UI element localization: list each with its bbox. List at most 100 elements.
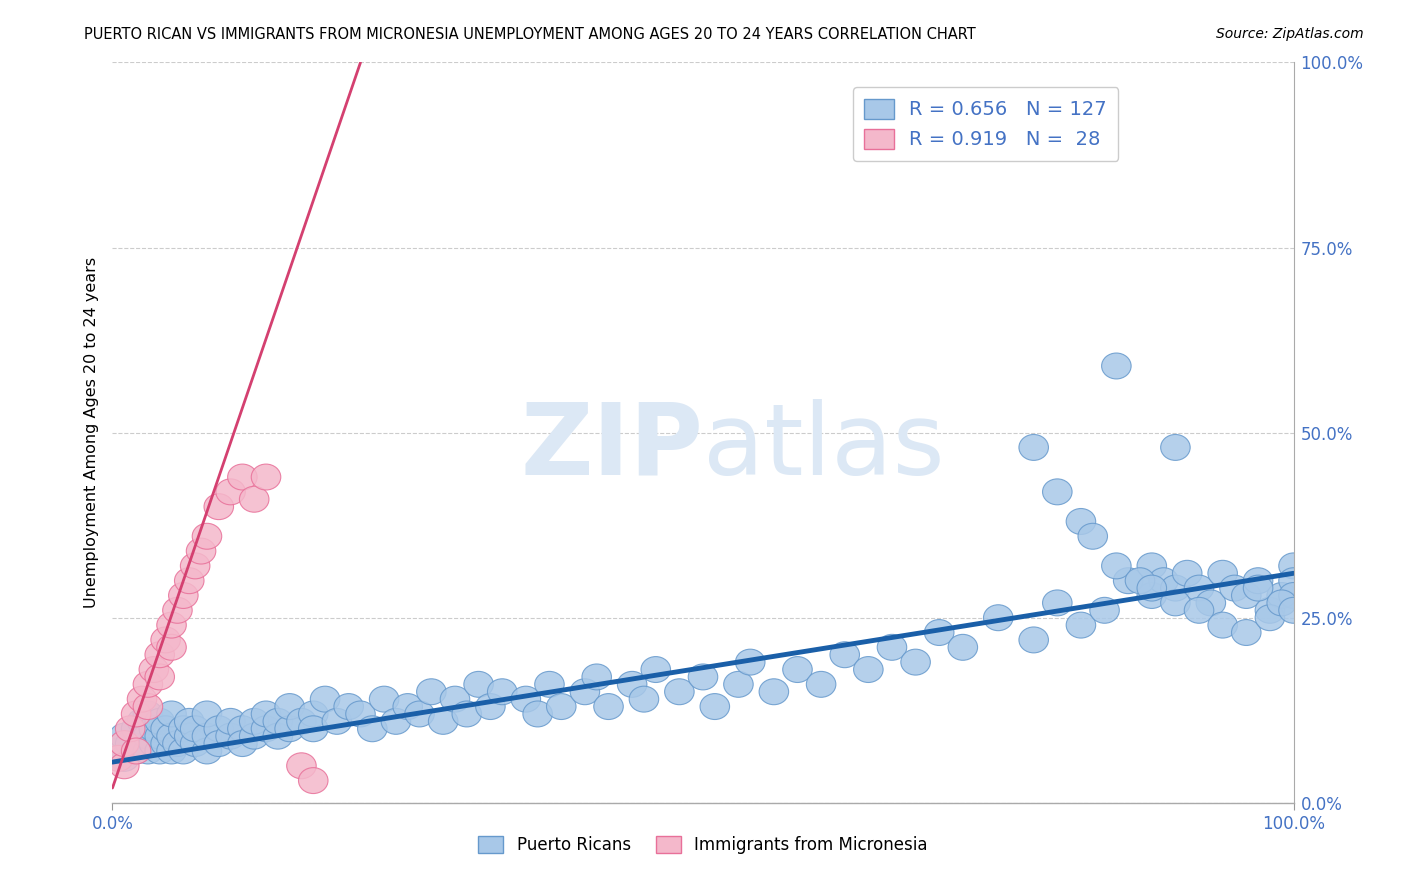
Ellipse shape bbox=[1043, 479, 1071, 505]
Ellipse shape bbox=[121, 715, 150, 742]
Ellipse shape bbox=[239, 486, 269, 512]
Ellipse shape bbox=[127, 708, 157, 734]
Ellipse shape bbox=[853, 657, 883, 682]
Ellipse shape bbox=[150, 731, 180, 756]
Ellipse shape bbox=[724, 672, 754, 698]
Ellipse shape bbox=[134, 701, 163, 727]
Ellipse shape bbox=[157, 634, 186, 660]
Ellipse shape bbox=[217, 479, 246, 505]
Ellipse shape bbox=[1256, 605, 1285, 631]
Ellipse shape bbox=[157, 738, 186, 764]
Ellipse shape bbox=[263, 708, 292, 734]
Ellipse shape bbox=[104, 738, 134, 764]
Ellipse shape bbox=[806, 672, 835, 698]
Ellipse shape bbox=[204, 493, 233, 520]
Ellipse shape bbox=[1184, 598, 1213, 624]
Ellipse shape bbox=[759, 679, 789, 705]
Ellipse shape bbox=[110, 731, 139, 756]
Ellipse shape bbox=[193, 738, 222, 764]
Ellipse shape bbox=[169, 715, 198, 742]
Ellipse shape bbox=[1161, 590, 1191, 615]
Ellipse shape bbox=[1161, 434, 1191, 460]
Ellipse shape bbox=[287, 753, 316, 779]
Ellipse shape bbox=[394, 694, 422, 720]
Ellipse shape bbox=[204, 731, 233, 756]
Ellipse shape bbox=[405, 701, 434, 727]
Ellipse shape bbox=[1243, 575, 1272, 601]
Ellipse shape bbox=[1279, 582, 1308, 608]
Ellipse shape bbox=[276, 694, 304, 720]
Text: atlas: atlas bbox=[703, 399, 945, 496]
Ellipse shape bbox=[134, 672, 163, 698]
Ellipse shape bbox=[252, 701, 281, 727]
Ellipse shape bbox=[370, 686, 399, 712]
Ellipse shape bbox=[228, 731, 257, 756]
Ellipse shape bbox=[121, 738, 150, 764]
Ellipse shape bbox=[1066, 508, 1095, 534]
Ellipse shape bbox=[311, 686, 340, 712]
Ellipse shape bbox=[1243, 567, 1272, 594]
Ellipse shape bbox=[1267, 582, 1296, 608]
Ellipse shape bbox=[1197, 590, 1226, 615]
Ellipse shape bbox=[416, 679, 446, 705]
Ellipse shape bbox=[1066, 612, 1095, 638]
Ellipse shape bbox=[145, 664, 174, 690]
Ellipse shape bbox=[217, 708, 246, 734]
Ellipse shape bbox=[193, 723, 222, 749]
Ellipse shape bbox=[174, 723, 204, 749]
Ellipse shape bbox=[335, 694, 363, 720]
Ellipse shape bbox=[641, 657, 671, 682]
Ellipse shape bbox=[1232, 620, 1261, 646]
Ellipse shape bbox=[217, 723, 246, 749]
Ellipse shape bbox=[298, 768, 328, 794]
Ellipse shape bbox=[163, 731, 193, 756]
Ellipse shape bbox=[429, 708, 458, 734]
Y-axis label: Unemployment Among Ages 20 to 24 years: Unemployment Among Ages 20 to 24 years bbox=[83, 257, 98, 608]
Ellipse shape bbox=[127, 731, 157, 756]
Ellipse shape bbox=[1102, 553, 1130, 579]
Ellipse shape bbox=[357, 715, 387, 742]
Ellipse shape bbox=[1043, 590, 1071, 615]
Text: Source: ZipAtlas.com: Source: ZipAtlas.com bbox=[1216, 27, 1364, 41]
Ellipse shape bbox=[121, 701, 150, 727]
Ellipse shape bbox=[110, 723, 139, 749]
Ellipse shape bbox=[948, 634, 977, 660]
Ellipse shape bbox=[523, 701, 553, 727]
Ellipse shape bbox=[298, 715, 328, 742]
Ellipse shape bbox=[1279, 567, 1308, 594]
Ellipse shape bbox=[145, 723, 174, 749]
Ellipse shape bbox=[276, 715, 304, 742]
Ellipse shape bbox=[440, 686, 470, 712]
Ellipse shape bbox=[145, 708, 174, 734]
Ellipse shape bbox=[150, 715, 180, 742]
Ellipse shape bbox=[1279, 553, 1308, 579]
Ellipse shape bbox=[1019, 627, 1049, 653]
Ellipse shape bbox=[1137, 575, 1167, 601]
Ellipse shape bbox=[1161, 575, 1191, 601]
Ellipse shape bbox=[1125, 567, 1154, 594]
Ellipse shape bbox=[593, 694, 623, 720]
Ellipse shape bbox=[381, 708, 411, 734]
Ellipse shape bbox=[630, 686, 658, 712]
Ellipse shape bbox=[700, 694, 730, 720]
Ellipse shape bbox=[475, 694, 505, 720]
Ellipse shape bbox=[830, 641, 859, 668]
Ellipse shape bbox=[1267, 590, 1296, 615]
Ellipse shape bbox=[346, 701, 375, 727]
Ellipse shape bbox=[139, 715, 169, 742]
Ellipse shape bbox=[1208, 612, 1237, 638]
Ellipse shape bbox=[1102, 353, 1130, 379]
Ellipse shape bbox=[139, 657, 169, 682]
Ellipse shape bbox=[1019, 434, 1049, 460]
Ellipse shape bbox=[228, 464, 257, 490]
Ellipse shape bbox=[252, 715, 281, 742]
Ellipse shape bbox=[287, 708, 316, 734]
Ellipse shape bbox=[228, 715, 257, 742]
Ellipse shape bbox=[157, 723, 186, 749]
Ellipse shape bbox=[174, 567, 204, 594]
Ellipse shape bbox=[1137, 553, 1167, 579]
Ellipse shape bbox=[1219, 575, 1249, 601]
Ellipse shape bbox=[783, 657, 813, 682]
Ellipse shape bbox=[169, 582, 198, 608]
Ellipse shape bbox=[453, 701, 481, 727]
